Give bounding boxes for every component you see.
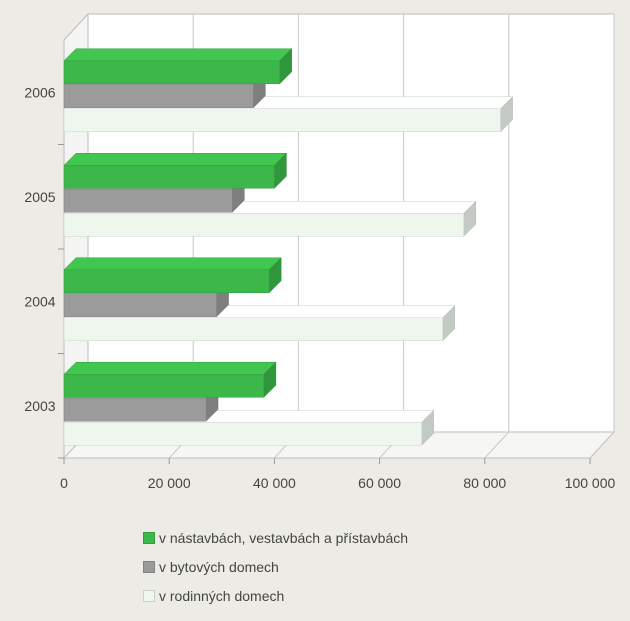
bar-0-2005 [63, 165, 275, 189]
legend-label-0: v nástavbách, vestavbách a přístavbách [159, 529, 409, 546]
x-tick-label-2: 40 000 [253, 475, 296, 491]
legend-item-1: v bytových domech [143, 555, 408, 578]
legend-swatch-1 [143, 560, 155, 573]
y-tick-label-2006: 2006 [24, 84, 55, 100]
x-tick-label-3: 60 000 [358, 475, 401, 491]
y-tick-label-2004: 2004 [24, 293, 55, 309]
bar-top-0-3 [63, 48, 293, 61]
y-tick-label-2003: 2003 [24, 398, 55, 414]
legend-swatch-2 [143, 589, 155, 602]
legend: v nástavbách, vestavbách a přístavbách v… [143, 526, 408, 613]
legend-item-0: v nástavbách, vestavbách a přístavbách [143, 526, 408, 549]
bar-1-2004 [63, 293, 217, 317]
legend-label-1: v bytových domech [159, 558, 279, 575]
x-tick-label-4: 80 000 [463, 475, 506, 491]
bar-top-0-0 [63, 362, 277, 375]
legend-item-2: v rodinných domech [143, 584, 408, 607]
bar-2-2005 [63, 213, 465, 237]
floor-line-4 [484, 431, 510, 459]
bar-0-2003 [63, 374, 265, 398]
bar-top-0-1 [63, 257, 282, 270]
y-tick-label-2005: 2005 [24, 189, 55, 205]
legend-swatch-0 [143, 531, 155, 544]
bar-1-2006 [63, 84, 254, 108]
bar-2-2004 [63, 317, 443, 341]
x-tick-label-5: 100 000 [565, 475, 616, 491]
floor-line-5 [589, 431, 615, 459]
bar-1-2003 [63, 398, 207, 422]
bar-2-2003 [63, 422, 422, 446]
legend-label-2: v rodinných domech [159, 587, 285, 604]
bar-0-2006 [63, 60, 280, 84]
bar-1-2005 [63, 189, 233, 213]
x-tick-label-0: 0 [60, 475, 68, 491]
bar-2-2006 [63, 108, 501, 132]
bar-top-0-2 [63, 153, 288, 166]
bar-0-2004 [63, 269, 270, 293]
x-tick-label-1: 20 000 [148, 475, 191, 491]
